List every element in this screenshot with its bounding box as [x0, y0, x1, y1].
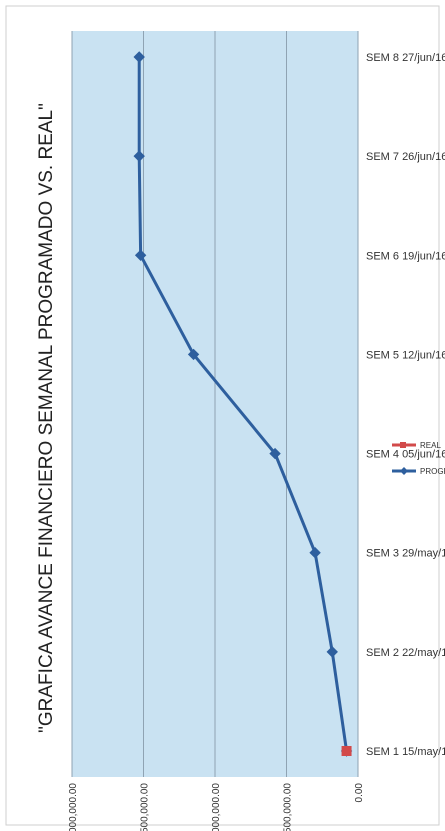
x-tick-label: SEM 6 19/jun/16	[366, 250, 445, 262]
data-point-programado	[187, 348, 200, 361]
x-tick-label-group: SEM 4 05/jun/16	[366, 449, 445, 461]
legend-item: PROGRAMADO	[392, 467, 445, 476]
data-point-programado	[133, 150, 145, 162]
data-point-programado	[269, 447, 281, 460]
x-tick-label-group: SEM 7 26/jun/16	[366, 151, 445, 163]
x-tick-labels: SEM 1 15/may/16 SEM 2 22/may/16 SEM 3 29/m…	[366, 52, 445, 758]
legend-marker	[400, 442, 406, 448]
legend-item: REAL	[392, 441, 441, 450]
data-point-real	[341, 746, 352, 756]
x-tick-label: SEM 1 15/may/16	[366, 746, 445, 758]
x-tick-label-group: SEM 8 27/jun/16	[366, 52, 445, 64]
data-point-programado	[309, 547, 321, 559]
x-tick-label: SEM 4 05/jun/16	[366, 449, 445, 461]
x-tick-label-group: SEM 5 12/jun/16	[366, 349, 445, 361]
x-tick-label-group: SEM 3 29/may/16	[366, 548, 445, 560]
x-tick-label: SEM 2 22/may/16	[366, 647, 445, 659]
data-point-programado	[133, 51, 145, 63]
legend-label: PROGRAMADO	[420, 467, 445, 476]
y-tick-label: 500,000.00	[283, 783, 294, 831]
legend: PROGRAMADO REAL	[392, 441, 445, 476]
x-tick-label: SEM 3 29/may/16	[366, 548, 445, 560]
y-tick-label: 0.00	[354, 783, 365, 803]
chart-title: "GRAFICA AVANCE FINANCIERO SEMANAL PROGR…	[36, 103, 57, 733]
legend-label: REAL	[420, 441, 441, 450]
x-tick-label: SEM 7 26/jun/16	[366, 151, 445, 163]
data-point-programado	[134, 249, 147, 261]
x-tick-label-group: SEM 6 19/jun/16	[366, 250, 445, 262]
series-line-programado	[137, 57, 349, 752]
series-layer	[133, 51, 353, 757]
x-tick-label: SEM 8 27/jun/16	[366, 52, 445, 64]
y-tick-label: 1,500,000.00	[140, 783, 151, 831]
y-tick-labels: 0.00 500,000.00 1,000,000.00 1,500,000.00 2,…	[68, 783, 365, 831]
data-point-programado	[326, 646, 338, 658]
y-tick-label: 2,000,000.00	[68, 783, 79, 831]
x-tick-label-group: SEM 2 22/may/16	[366, 647, 445, 659]
legend-marker	[400, 467, 408, 475]
y-tick-label: 1,000,000.00	[211, 783, 222, 831]
x-tick-label-group: SEM 1 15/may/16	[366, 746, 445, 758]
x-tick-label: SEM 5 12/jun/16	[366, 349, 445, 361]
